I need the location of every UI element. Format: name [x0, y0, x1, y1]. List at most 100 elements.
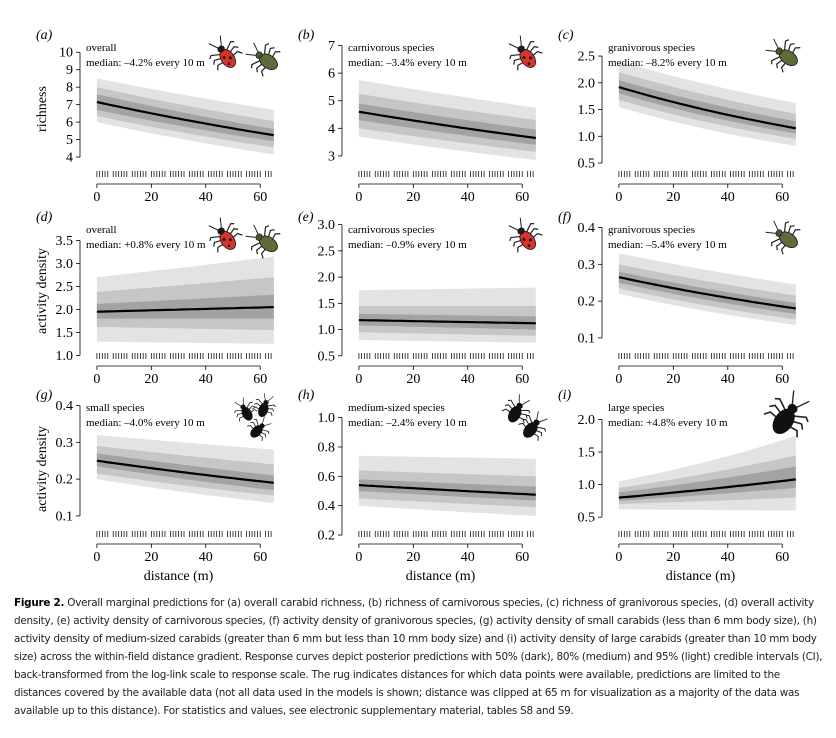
median-line: [358, 484, 536, 496]
y-tick-label: 4: [328, 122, 335, 137]
x-tick-label: 60: [253, 550, 267, 565]
x-tick-label: 0: [615, 372, 622, 387]
chart-panel-c: 0 20 40 60 0.5 1.0 1.5 2.0 2.5 (c) granivorous spe…: [558, 28, 801, 205]
y-tick-label: 0.1: [578, 331, 596, 346]
y-tick-label: 3: [328, 149, 335, 164]
median-annotation: median: –2.4% every 10 m: [348, 417, 467, 429]
beetle-icons: [508, 35, 543, 71]
x-tick-label: 40: [199, 372, 213, 387]
y-tick-label: 5: [328, 94, 335, 109]
y-tick-label: 0.3: [56, 436, 74, 451]
panel-title: large species: [608, 402, 664, 414]
panel-label: (a): [36, 28, 53, 43]
median-line: [618, 478, 796, 499]
y-tick-label: 0.6: [318, 470, 336, 485]
caption-label: Figure 2.: [14, 597, 65, 609]
x-tick-label: 40: [461, 550, 475, 565]
x-tick-label: 0: [93, 372, 100, 387]
x-tick-label: 60: [515, 190, 529, 205]
x-tick-label: 60: [253, 190, 267, 205]
x-tick-label: 60: [253, 372, 267, 387]
x-tick-label: 60: [775, 372, 789, 387]
x-tick-label: 20: [144, 550, 158, 565]
panel-title: overall: [86, 224, 117, 236]
figure-caption: Figure 2. Overall marginal predictions f…: [14, 594, 826, 720]
x-tick-label: 40: [199, 190, 213, 205]
median-line: [618, 86, 796, 130]
chart-panel-b: 0 20 40 60 3 4 5 6 7 (b) carnivorous species median…: [298, 28, 543, 205]
panel-label: (h): [298, 388, 315, 403]
median-annotation: median: –8.2% every 10 m: [608, 57, 727, 69]
x-tick-label: 0: [355, 190, 362, 205]
y-tick-label: 0.4: [578, 221, 596, 236]
x-axis-label: distance (m): [666, 569, 736, 584]
y-tick-label: 1.5: [56, 326, 74, 341]
y-tick-label: 2.5: [56, 280, 74, 295]
ci50-band: [618, 271, 796, 314]
median-annotation: median: –4.0% every 10 m: [86, 417, 205, 429]
median-annotation: median: –3.4% every 10 m: [348, 57, 467, 69]
y-tick-label: 0.8: [318, 440, 336, 455]
median-annotation: median: –4.2% every 10 m: [86, 57, 205, 69]
y-axis-label: richness: [35, 86, 50, 132]
ci50-band: [618, 466, 796, 501]
chart-panel-f: 0 20 40 60 0.1 0.2 0.3 0.4 (f) granivorous specie…: [558, 210, 801, 387]
ci50-band: [96, 294, 274, 319]
beetle-icons: [208, 217, 281, 259]
y-tick-label: 0.2: [578, 295, 596, 310]
y-tick-label: 2.0: [578, 76, 596, 91]
chart-panel-h: 0 20 40 60 0.2 0.4 0.6 0.8 1.0(h) medium-sized sp…: [298, 388, 548, 584]
beetle-icons: [765, 38, 801, 73]
y-tick-label: 0.5: [578, 511, 596, 526]
y-tick-label: 0.3: [578, 258, 596, 273]
y-tick-label: 0.5: [578, 157, 596, 172]
ci50-band: [358, 103, 536, 145]
y-tick-label: 4: [66, 151, 73, 166]
x-axis-label: distance (m): [406, 569, 476, 584]
x-tick-label: 40: [721, 550, 735, 565]
y-axis-label: activity density: [35, 426, 50, 512]
y-tick-label: 1.5: [578, 446, 596, 461]
y-tick-label: 1.0: [578, 478, 596, 493]
panel-title: small species: [86, 402, 144, 414]
panel-title: overall: [86, 42, 117, 54]
y-tick-label: 8: [66, 81, 73, 96]
y-tick-label: 9: [66, 63, 73, 78]
y-tick-label: 1.0: [578, 130, 596, 145]
y-tick-label: 2.0: [56, 303, 74, 318]
y-tick-label: 2.5: [578, 50, 596, 65]
x-tick-label: 0: [355, 550, 362, 565]
y-tick-label: 10: [59, 46, 73, 61]
y-tick-label: 1.5: [318, 297, 336, 312]
x-tick-label: 20: [666, 372, 680, 387]
y-tick-label: 2.0: [578, 413, 596, 428]
x-tick-label: 20: [144, 190, 158, 205]
median-line: [618, 276, 796, 310]
panel-title: medium-sized species: [348, 402, 445, 414]
x-tick-label: 20: [406, 550, 420, 565]
x-tick-label: 20: [406, 190, 420, 205]
x-tick-label: 0: [93, 550, 100, 565]
chart-panel-i: 0 20 40 60 0.5 1.0 1.5 2.0 (i) large species media…: [558, 388, 810, 584]
x-tick-label: 40: [721, 372, 735, 387]
y-tick-label: 3.5: [56, 234, 74, 249]
x-tick-label: 20: [666, 190, 680, 205]
panel-label: (f): [558, 210, 572, 225]
x-tick-label: 0: [355, 372, 362, 387]
y-tick-label: 3.0: [318, 218, 336, 233]
x-axis-label: distance (m): [144, 569, 214, 584]
panel-label: (i): [558, 388, 572, 403]
y-tick-label: 0.1: [56, 509, 74, 524]
median-annotation: median: –5.4% every 10 m: [608, 239, 727, 251]
x-tick-label: 0: [615, 550, 622, 565]
x-tick-label: 20: [406, 372, 420, 387]
beetle-icons: [508, 217, 543, 253]
x-tick-label: 20: [144, 372, 158, 387]
chart-panel-g: 0 20 40 60 0.1 0.2 0.3 0.4(g) small species media…: [35, 388, 276, 584]
panel-label: (b): [298, 28, 315, 43]
panel-label: (d): [36, 210, 53, 225]
x-tick-label: 20: [666, 550, 680, 565]
x-tick-label: 60: [515, 372, 529, 387]
median-annotation: median: +0.8% every 10 m: [86, 239, 206, 251]
panel-title: carnivorous species: [348, 42, 434, 54]
